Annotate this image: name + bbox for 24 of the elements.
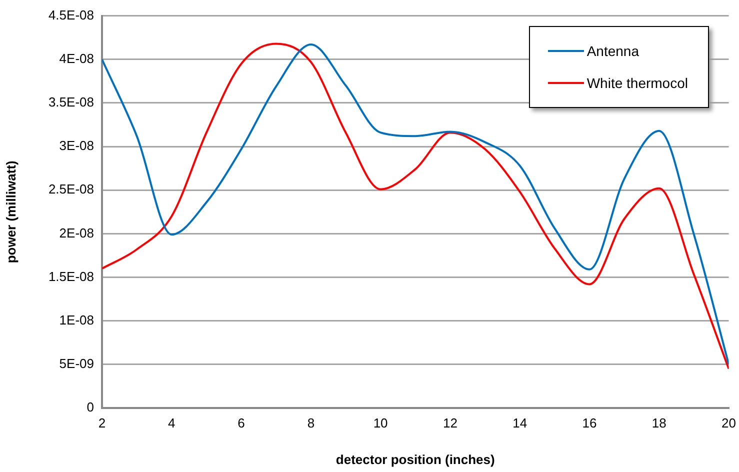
y-tick-label: 3E-08 — [59, 138, 94, 154]
x-tick-label: 2 — [98, 415, 106, 430]
y-axis-title: power (milliwatt) — [3, 160, 18, 264]
y-tick-label: 2E-08 — [59, 225, 94, 240]
y-tick-label: 1E-08 — [59, 312, 94, 328]
y-tick-label: 3.5E-08 — [48, 94, 94, 110]
x-tick-label: 6 — [238, 415, 245, 430]
x-axis-title: detector position (inches) — [336, 452, 495, 467]
y-tick-label: 1.5E-08 — [48, 268, 94, 284]
y-tick-label: 4E-08 — [59, 50, 94, 66]
legend-label: White thermocol — [586, 75, 688, 91]
y-tick-label: 5E-09 — [59, 356, 94, 371]
y-tick-label: 4.5E-08 — [48, 7, 94, 22]
x-tick-label: 20 — [722, 415, 736, 430]
legend-label: Antenna — [586, 43, 640, 59]
x-tick-label: 16 — [582, 415, 597, 430]
x-tick-label: 10 — [373, 415, 388, 430]
x-tick-label: 18 — [652, 415, 666, 430]
x-tick-label: 4 — [168, 415, 176, 430]
x-tick-label: 8 — [307, 415, 315, 430]
y-tick-label: 2.5E-08 — [48, 182, 94, 197]
x-tick-label: 12 — [442, 415, 458, 430]
y-tick-label: 0 — [86, 400, 94, 415]
x-tick-label: 14 — [512, 415, 528, 430]
